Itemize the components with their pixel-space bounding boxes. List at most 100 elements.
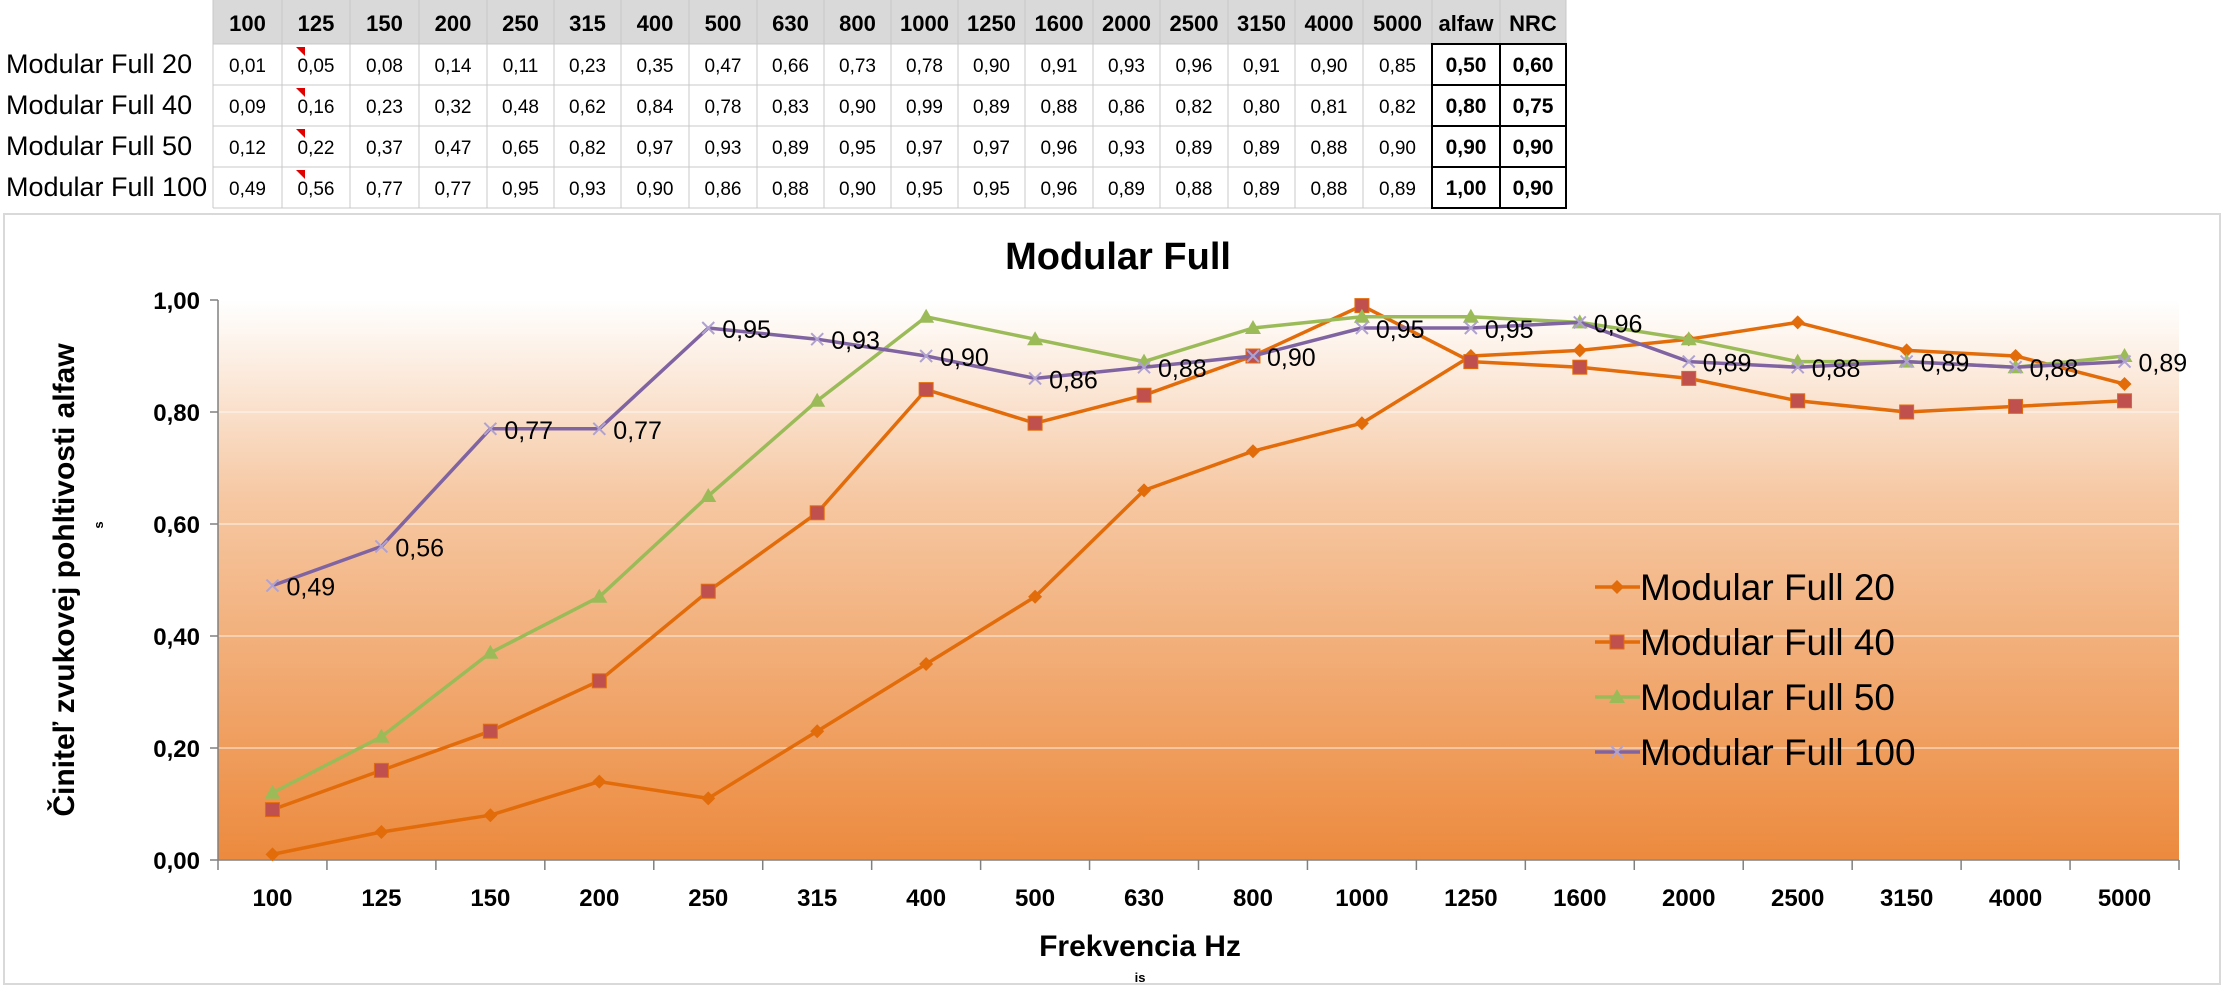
x-tick-label: 2000 (1662, 885, 1715, 912)
table-cell: 0,14 (435, 56, 472, 77)
table-cell: 0,09 (229, 97, 266, 118)
data-point (1244, 320, 1261, 334)
table-header-630: 630 (772, 11, 809, 36)
data-point (1681, 370, 1697, 386)
data-label: 0,95 (1485, 316, 1534, 344)
data-point (919, 657, 934, 671)
table-cell: 0,95 (839, 138, 876, 159)
table-cell: 0,85 (1379, 56, 1416, 77)
legend-label: Modular Full 20 (1640, 567, 1895, 608)
data-point (1790, 393, 1806, 409)
data-point (1027, 415, 1043, 431)
row-label-modular-full-20: Modular Full 20 (6, 49, 193, 79)
table-cell: 0,88 (772, 179, 809, 200)
table-cell: 0,90 (1513, 177, 1554, 200)
table-cell: 0,97 (973, 138, 1010, 159)
x-tick-label: 2500 (1771, 885, 1824, 912)
x-tick-label: 5000 (2098, 885, 2151, 912)
comment-marker (296, 170, 305, 179)
legend-label: Modular Full 100 (1640, 732, 1916, 773)
line-chart: Modular Full Frekvencia Hz is Činiteľ zv… (3, 213, 2221, 985)
table-cell: 0,78 (906, 56, 943, 77)
table-cell: 0,66 (772, 56, 809, 77)
table-cell: 0,05 (298, 56, 335, 77)
x-tick-label: 315 (797, 885, 837, 912)
table-cell: 0,93 (1108, 56, 1145, 77)
legend-label: Modular Full 50 (1640, 677, 1895, 718)
y-tick-label: 0,60 (153, 512, 200, 539)
table-cell: 0,90 (1379, 138, 1416, 159)
x-tick-label: 1000 (1335, 885, 1388, 912)
table-cell: 0,01 (229, 56, 266, 77)
table-header-1600: 1600 (1035, 11, 1084, 36)
table-cell: 0,37 (366, 138, 403, 159)
data-point (1682, 354, 1696, 369)
table-cell: 0,90 (839, 97, 876, 118)
table-header-125: 125 (298, 11, 335, 36)
data-point (482, 644, 499, 659)
legend-item-modular-full-50: Modular Full 50 (1595, 677, 1895, 718)
x-tick-label: 1600 (1553, 885, 1606, 912)
table-header-200: 200 (435, 11, 472, 36)
x-tick-label: 125 (361, 885, 401, 912)
table-cell: 0,96 (1041, 138, 1078, 159)
y-axis-label: Činiteľ zvukovej pohltivosti alfaw (47, 343, 81, 817)
data-label: 0,89 (1921, 350, 1970, 378)
x-axis-sublabel: is (1135, 970, 1146, 985)
data-point (700, 488, 717, 502)
data-table: 100 125 150 200 250 315 400 500 630 800 1000 1250 16… (0, 0, 2224, 210)
series-modular-full-20 (265, 315, 2132, 862)
data-point (2117, 393, 2133, 409)
chart-title: Modular Full (1005, 236, 1231, 278)
table-cell: 0,89 (772, 138, 809, 159)
data-label: 0,93 (831, 327, 880, 355)
data-label: 0,88 (1158, 355, 1207, 383)
legend-label: Modular Full 40 (1640, 622, 1895, 663)
table-cell: 0,93 (569, 179, 606, 200)
data-point (1354, 416, 1369, 431)
series-layer (264, 298, 2133, 862)
data-point (1137, 360, 1151, 374)
table-cell: 0,90 (973, 56, 1010, 77)
legend-marker (1610, 580, 1624, 594)
x-tick-label: 500 (1015, 885, 1055, 912)
data-point (1899, 354, 1914, 369)
comment-marker (296, 88, 305, 97)
table-cell: 0,95 (502, 179, 539, 200)
data-point (1680, 331, 1697, 346)
table-header-2000: 2000 (1102, 11, 1151, 36)
legend-item-modular-full-40: Modular Full 40 (1595, 622, 1895, 663)
x-tick-label: 250 (688, 885, 728, 912)
y-tick-label: 0,00 (153, 848, 200, 875)
gridlines (218, 299, 2179, 861)
data-point (592, 774, 607, 789)
table-cell: 0,91 (1041, 56, 1078, 77)
data-point (1353, 308, 1370, 323)
table-corner (0, 0, 213, 44)
table-cell: 0,99 (906, 97, 943, 118)
table-cell: 0,62 (569, 97, 606, 118)
comment-marker (296, 47, 305, 56)
table-header-2500: 2500 (1170, 11, 1219, 36)
table-cell: 0,65 (502, 138, 539, 159)
data-label: 0,95 (722, 316, 771, 344)
table-header-4000: 4000 (1305, 11, 1354, 36)
y-tick-label: 0,80 (153, 400, 200, 427)
data-point (1899, 404, 1915, 420)
x-tick-label: 100 (252, 885, 292, 912)
data-point (1899, 343, 1914, 358)
data-label: 0,49 (286, 574, 335, 602)
legend-marker (1610, 745, 1624, 759)
table-cell: 0,81 (1311, 97, 1348, 118)
table-header-bg (213, 0, 1566, 44)
x-tick-label: 150 (470, 885, 510, 912)
data-label: 0,95 (1376, 316, 1425, 344)
series-line (271, 315, 2125, 795)
data-point (374, 539, 389, 554)
table-cell: 0,89 (1176, 138, 1213, 159)
data-label: 0,77 (504, 417, 553, 445)
table-cell: 0,88 (1176, 179, 1213, 200)
data-point (374, 825, 389, 839)
table-cell: 0,77 (366, 179, 403, 200)
data-label: 0,88 (2030, 355, 2079, 383)
